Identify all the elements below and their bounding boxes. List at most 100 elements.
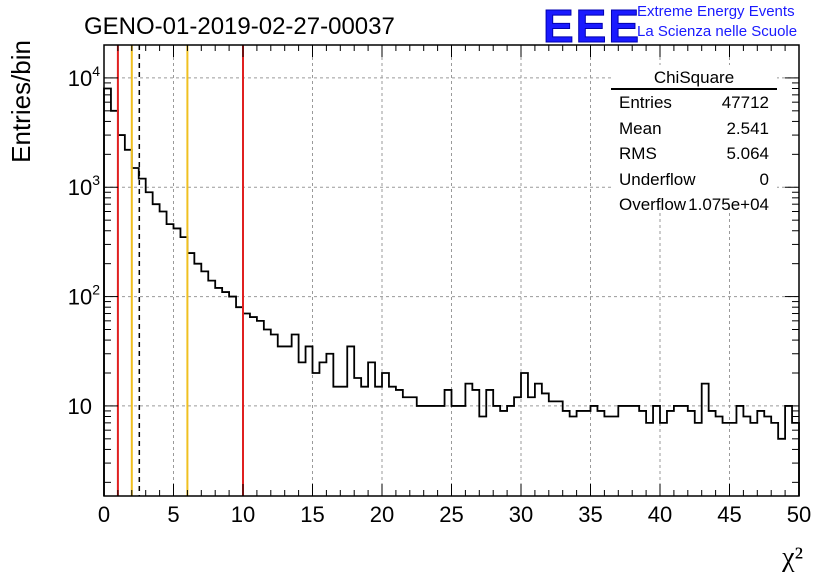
histogram-bin [201, 271, 208, 496]
stats-row-mean: Mean 2.541 [611, 116, 777, 142]
histogram-bin [625, 406, 632, 496]
histogram-bin [674, 406, 681, 496]
histogram-bin [465, 384, 472, 496]
x-tick-label: 10 [231, 502, 255, 527]
histogram-bin [743, 417, 750, 496]
histogram-bin [695, 423, 702, 496]
histogram-bin [528, 397, 535, 496]
histogram-bin [194, 264, 201, 496]
histogram-bin [257, 321, 264, 496]
histogram-bin [299, 362, 306, 496]
x-tick-label: 45 [717, 502, 741, 527]
stats-title: ChiSquare [611, 65, 777, 90]
x-tick-label: 0 [98, 502, 110, 527]
histogram-bin [340, 387, 347, 496]
y-tick-label: 10 [68, 394, 92, 419]
histogram-bin [319, 362, 326, 496]
histogram-bin [278, 346, 285, 496]
histogram-bin [604, 417, 611, 496]
histogram-bin [180, 237, 187, 496]
histogram-bin [778, 439, 785, 496]
ticks [103, 44, 800, 496]
x-tick-label: 25 [439, 502, 463, 527]
histogram-bin [396, 390, 403, 496]
x-tick-label: 35 [578, 502, 602, 527]
histogram-bin [118, 135, 125, 496]
histogram-bin [424, 406, 431, 496]
histogram-bin [500, 411, 507, 496]
histogram-bin [104, 89, 111, 496]
histogram-bin [521, 373, 528, 496]
stats-row-underflow: Underflow 0 [611, 167, 777, 193]
stats-value: 5.064 [726, 144, 769, 163]
histogram-bin [681, 406, 688, 496]
histogram-bin [618, 406, 625, 496]
histogram-bin [403, 397, 410, 496]
histogram-bin [347, 346, 354, 496]
histogram-bin [535, 384, 542, 496]
histogram-bin [132, 168, 139, 496]
histogram-bin [167, 224, 174, 496]
histogram-bin [736, 406, 743, 496]
histogram-bin [549, 401, 556, 496]
histogram-bin [174, 228, 181, 496]
histogram-bin [646, 423, 653, 496]
stats-value: 2.541 [726, 118, 769, 138]
grid [104, 45, 799, 496]
histogram-bin [792, 423, 799, 496]
histogram-bin [160, 212, 167, 496]
histogram-bin [292, 334, 299, 496]
histogram-bin [639, 411, 646, 496]
histogram-bin [771, 423, 778, 496]
histogram-outline [103, 87, 800, 496]
eee-logo-mark: EEE [543, 2, 639, 46]
histogram-bin [215, 288, 222, 496]
histogram-bin [757, 411, 764, 496]
histogram-bin [514, 397, 521, 496]
stats-label: Entries [619, 93, 672, 112]
histogram-bin [153, 204, 160, 496]
y-tick-labels: 10 102 103 104 [68, 63, 101, 419]
histogram-bin [375, 387, 382, 496]
histogram-bin [326, 354, 333, 496]
y-axis-label: Entries/bin [6, 40, 36, 163]
stats-label: Mean [619, 118, 662, 138]
stats-value: 0 [759, 169, 769, 189]
histogram-bin [417, 406, 424, 496]
histogram-bin [653, 406, 660, 496]
histogram-bin [688, 411, 695, 496]
histogram-bin [368, 362, 375, 496]
histogram-bin [597, 411, 604, 496]
histogram-bin [785, 406, 792, 496]
logo-line-1: Extreme Energy Events [637, 3, 795, 20]
histogram-bin [333, 387, 340, 496]
chart-title: GENO-01-2019-02-27-00037 [84, 13, 395, 40]
stats-row-rms: RMS 5.064 [611, 141, 777, 167]
histogram-bin [313, 373, 320, 496]
x-axis-label: χ² [781, 542, 803, 572]
histogram-bin [250, 317, 257, 496]
histogram-bin [584, 411, 591, 496]
logo-line-2: La Scienza nelle Scuole [637, 23, 798, 40]
histogram-bin [577, 411, 584, 496]
histogram-bin [222, 292, 229, 496]
histogram-bin [591, 406, 598, 496]
stats-value: 1.075e+04 [688, 195, 769, 214]
histogram-bin [271, 334, 278, 496]
histogram-bin [660, 423, 667, 496]
histogram-bin [389, 387, 396, 496]
histogram-bin [472, 390, 479, 496]
histogram-bin [458, 406, 465, 496]
histogram-bin [111, 111, 118, 496]
y-tick-label: 104 [68, 63, 100, 91]
stats-label: RMS [619, 144, 657, 163]
histogram-bin [361, 387, 368, 496]
histogram-bin [431, 406, 438, 496]
histogram-bin [236, 307, 243, 496]
histogram-bin [542, 393, 549, 496]
histogram-bin [507, 406, 514, 496]
x-tick-label: 40 [648, 502, 672, 527]
histogram-bin [493, 406, 500, 496]
x-tick-label: 20 [370, 502, 394, 527]
